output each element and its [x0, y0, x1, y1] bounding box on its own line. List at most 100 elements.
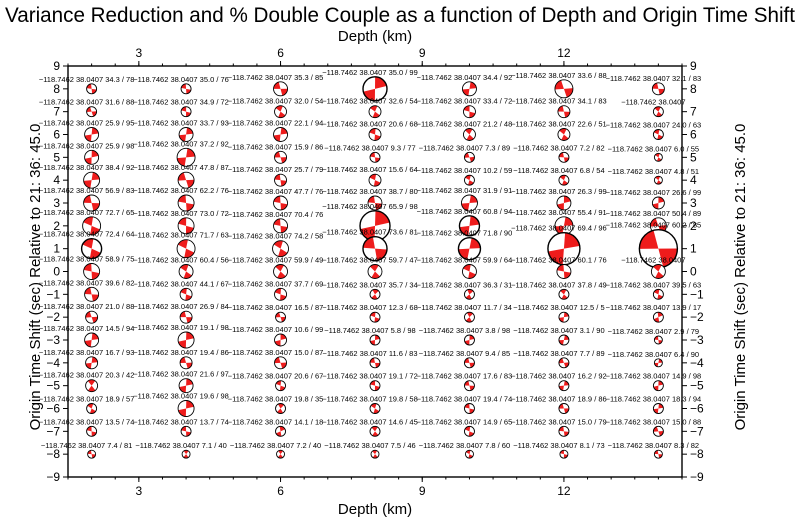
mark-annotation: −118.7462 38.0407 33.7 / 93 [133, 119, 229, 128]
mark-annotation: −118.7462 38.0407 59.9 / 49 [228, 256, 324, 265]
mark-annotation: −118.7462 38.0407 71.8 / 90 [417, 229, 513, 238]
beachball-mark [177, 331, 195, 349]
beachball-mark [652, 129, 664, 140]
beachball-mark [85, 379, 99, 393]
mark-annotation: −118.7462 38.0407 26.9 / 84 [133, 302, 229, 311]
mark-annotation: −118.7462 38.0407 20.6 / 68 [322, 120, 418, 129]
beachball-mark [558, 403, 570, 414]
beachball-mark [464, 403, 475, 414]
beachball-mark [651, 196, 665, 210]
mark-annotation: −118.7462 38.0407 60.4 / 56 [133, 256, 229, 265]
beachball-mark [652, 311, 664, 323]
mark-annotation: −118.7462 38.0407 25.9 / 95 [39, 119, 135, 128]
beachball-mark [558, 425, 570, 437]
beachball-mark [275, 425, 286, 437]
beachball-mark [177, 194, 195, 212]
beachball-mark [556, 264, 572, 279]
beachball-mark [369, 357, 381, 369]
mark-annotation: −118.7462 38.0407 20.6 / 67 [228, 372, 324, 381]
mark-annotation: −118.7462 38.0407 [621, 98, 685, 107]
mark-annotation: −118.7462 38.0407 19.1 / 98 [133, 323, 229, 332]
y-tick-label-right: −7 [690, 424, 704, 438]
mark-annotation: −118.7462 38.0407 15.6 / 64 [322, 165, 418, 174]
mark-annotation: −118.7462 38.0407 14.9 / 98 [606, 372, 702, 381]
mark-annotation: −118.7462 38.0407 13.5 / 74 [39, 417, 135, 426]
mark-annotation: −118.7462 38.0407 36.3 / 31 [417, 280, 513, 289]
mark-annotation: −118.7462 38.0407 60.1 / 76 [511, 256, 607, 265]
mark-annotation: −118.7462 38.0407 70.4 / 76 [228, 210, 324, 219]
beachball-mark [367, 195, 383, 211]
beachball-mark [181, 449, 191, 459]
beachball-mark [178, 127, 194, 142]
y-tick-label-left: 5 [53, 150, 60, 164]
mark-annotation: −118.7462 38.0407 6.0 / 55 [608, 144, 699, 153]
beachball-marks [80, 76, 679, 459]
beachball-mark [464, 174, 475, 186]
beachball-mark [274, 173, 287, 187]
mark-annotation: −118.7462 38.0407 19.6 / 98 [133, 392, 229, 401]
mark-annotation: −118.7462 38.0407 14.1 / 18 [228, 417, 324, 426]
beachball-mark [369, 425, 381, 437]
beachball-mark [368, 105, 382, 119]
mark-annotation: −118.7462 38.0407 32.6 / 54 [322, 97, 418, 106]
mark-annotation: −118.7462 38.0407 26.6 / 99 [606, 188, 702, 197]
mark-annotation: −118.7462 38.0407 50.4 / 89 [606, 209, 702, 218]
mark-annotation: −118.7462 38.0407 3.8 / 98 [419, 326, 510, 335]
beachball-mark [276, 449, 285, 459]
mark-annotation: −118.7462 38.0407 6.8 / 54 [513, 166, 604, 175]
y-tick-label-right: −9 [690, 470, 704, 484]
beachball-mark [558, 380, 570, 392]
mark-annotation: −118.7462 38.0407 58.9 / 75 [39, 255, 135, 264]
y-tick-label-left: −5 [46, 379, 60, 393]
y-tick-label-right: 9 [690, 59, 697, 73]
beachball-mark [177, 171, 195, 189]
beachball-mark [368, 128, 382, 141]
mark-annotation: −118.7462 38.0407 34.4 / 92 [417, 73, 513, 82]
mark-annotation: −118.7462 38.0407 35.7 / 34 [322, 280, 418, 289]
mark-annotation: −118.7462 38.0407 22.6 / 51 [511, 120, 607, 129]
beachball-mark [369, 288, 381, 300]
x-tick-label-top: 6 [277, 46, 284, 60]
beachball-mark [84, 286, 100, 302]
beachball-mark [464, 151, 475, 163]
mark-annotation: −118.7462 38.0407 10.6 / 99 [228, 325, 324, 334]
mark-annotation: −118.7462 38.0407 65.9 / 98 [322, 202, 418, 211]
mark-annotation: −118.7462 38.0407 12.5 / 5 [513, 303, 604, 312]
beachball-mark [462, 264, 477, 279]
beachball-mark [274, 356, 287, 370]
beachball-mark [362, 235, 388, 262]
mark-annotation: −118.7462 38.0407 19.4 / 74 [417, 395, 513, 404]
mark-annotation: −118.7462 38.0407 25.7 / 79 [228, 165, 324, 174]
beachball-mark [369, 151, 381, 163]
beachball-mark [180, 425, 192, 437]
beachball-mark [653, 175, 663, 185]
mark-annotation: −118.7462 38.0407 [621, 256, 685, 265]
mark-annotation: −118.7462 38.0407 72.4 / 64 [39, 230, 135, 239]
beachball-mark [82, 216, 102, 236]
beachball-mark [87, 449, 97, 459]
mark-annotation: −118.7462 38.0407 37.8 / 49 [511, 280, 607, 289]
mark-annotation: −118.7462 38.0407 33.6 / 88 [511, 71, 607, 80]
mark-annotation: −118.7462 38.0407 56.9 / 83 [39, 186, 135, 195]
beachball-mark [84, 332, 100, 348]
y-tick-label-right: −5 [690, 379, 704, 393]
beachball-mark [274, 333, 287, 347]
annotation-labels: −118.7462 38.0407 34.3 / 78−118.7462 38.… [39, 68, 701, 450]
y-tick-label-left: 2 [53, 219, 60, 233]
beachball-mark [177, 400, 195, 417]
y-tick-label-right: −8 [690, 447, 704, 461]
mark-annotation: −118.7462 38.0407 60.2 / 85 [606, 221, 702, 230]
beachball-mark [180, 106, 192, 118]
x-tick-label-bottom: 9 [419, 484, 426, 498]
beachball-mark [464, 288, 475, 300]
beachball-mark [369, 403, 381, 414]
mark-annotation: −118.7462 38.0407 44.1 / 67 [133, 279, 229, 288]
mark-annotation: −118.7462 38.0407 15.9 / 86 [228, 142, 324, 151]
mark-annotation: −118.7462 38.0407 3.1 / 90 [513, 326, 604, 335]
mark-annotation: −118.7462 38.0407 38.4 / 92 [39, 163, 135, 172]
beachball-mark [273, 195, 288, 211]
y-tick-label-right: 7 [690, 105, 697, 119]
mark-annotation: −118.7462 38.0407 18.3 / 94 [606, 395, 702, 404]
mark-annotation: −118.7462 38.0407 11.6 / 83 [322, 349, 417, 358]
